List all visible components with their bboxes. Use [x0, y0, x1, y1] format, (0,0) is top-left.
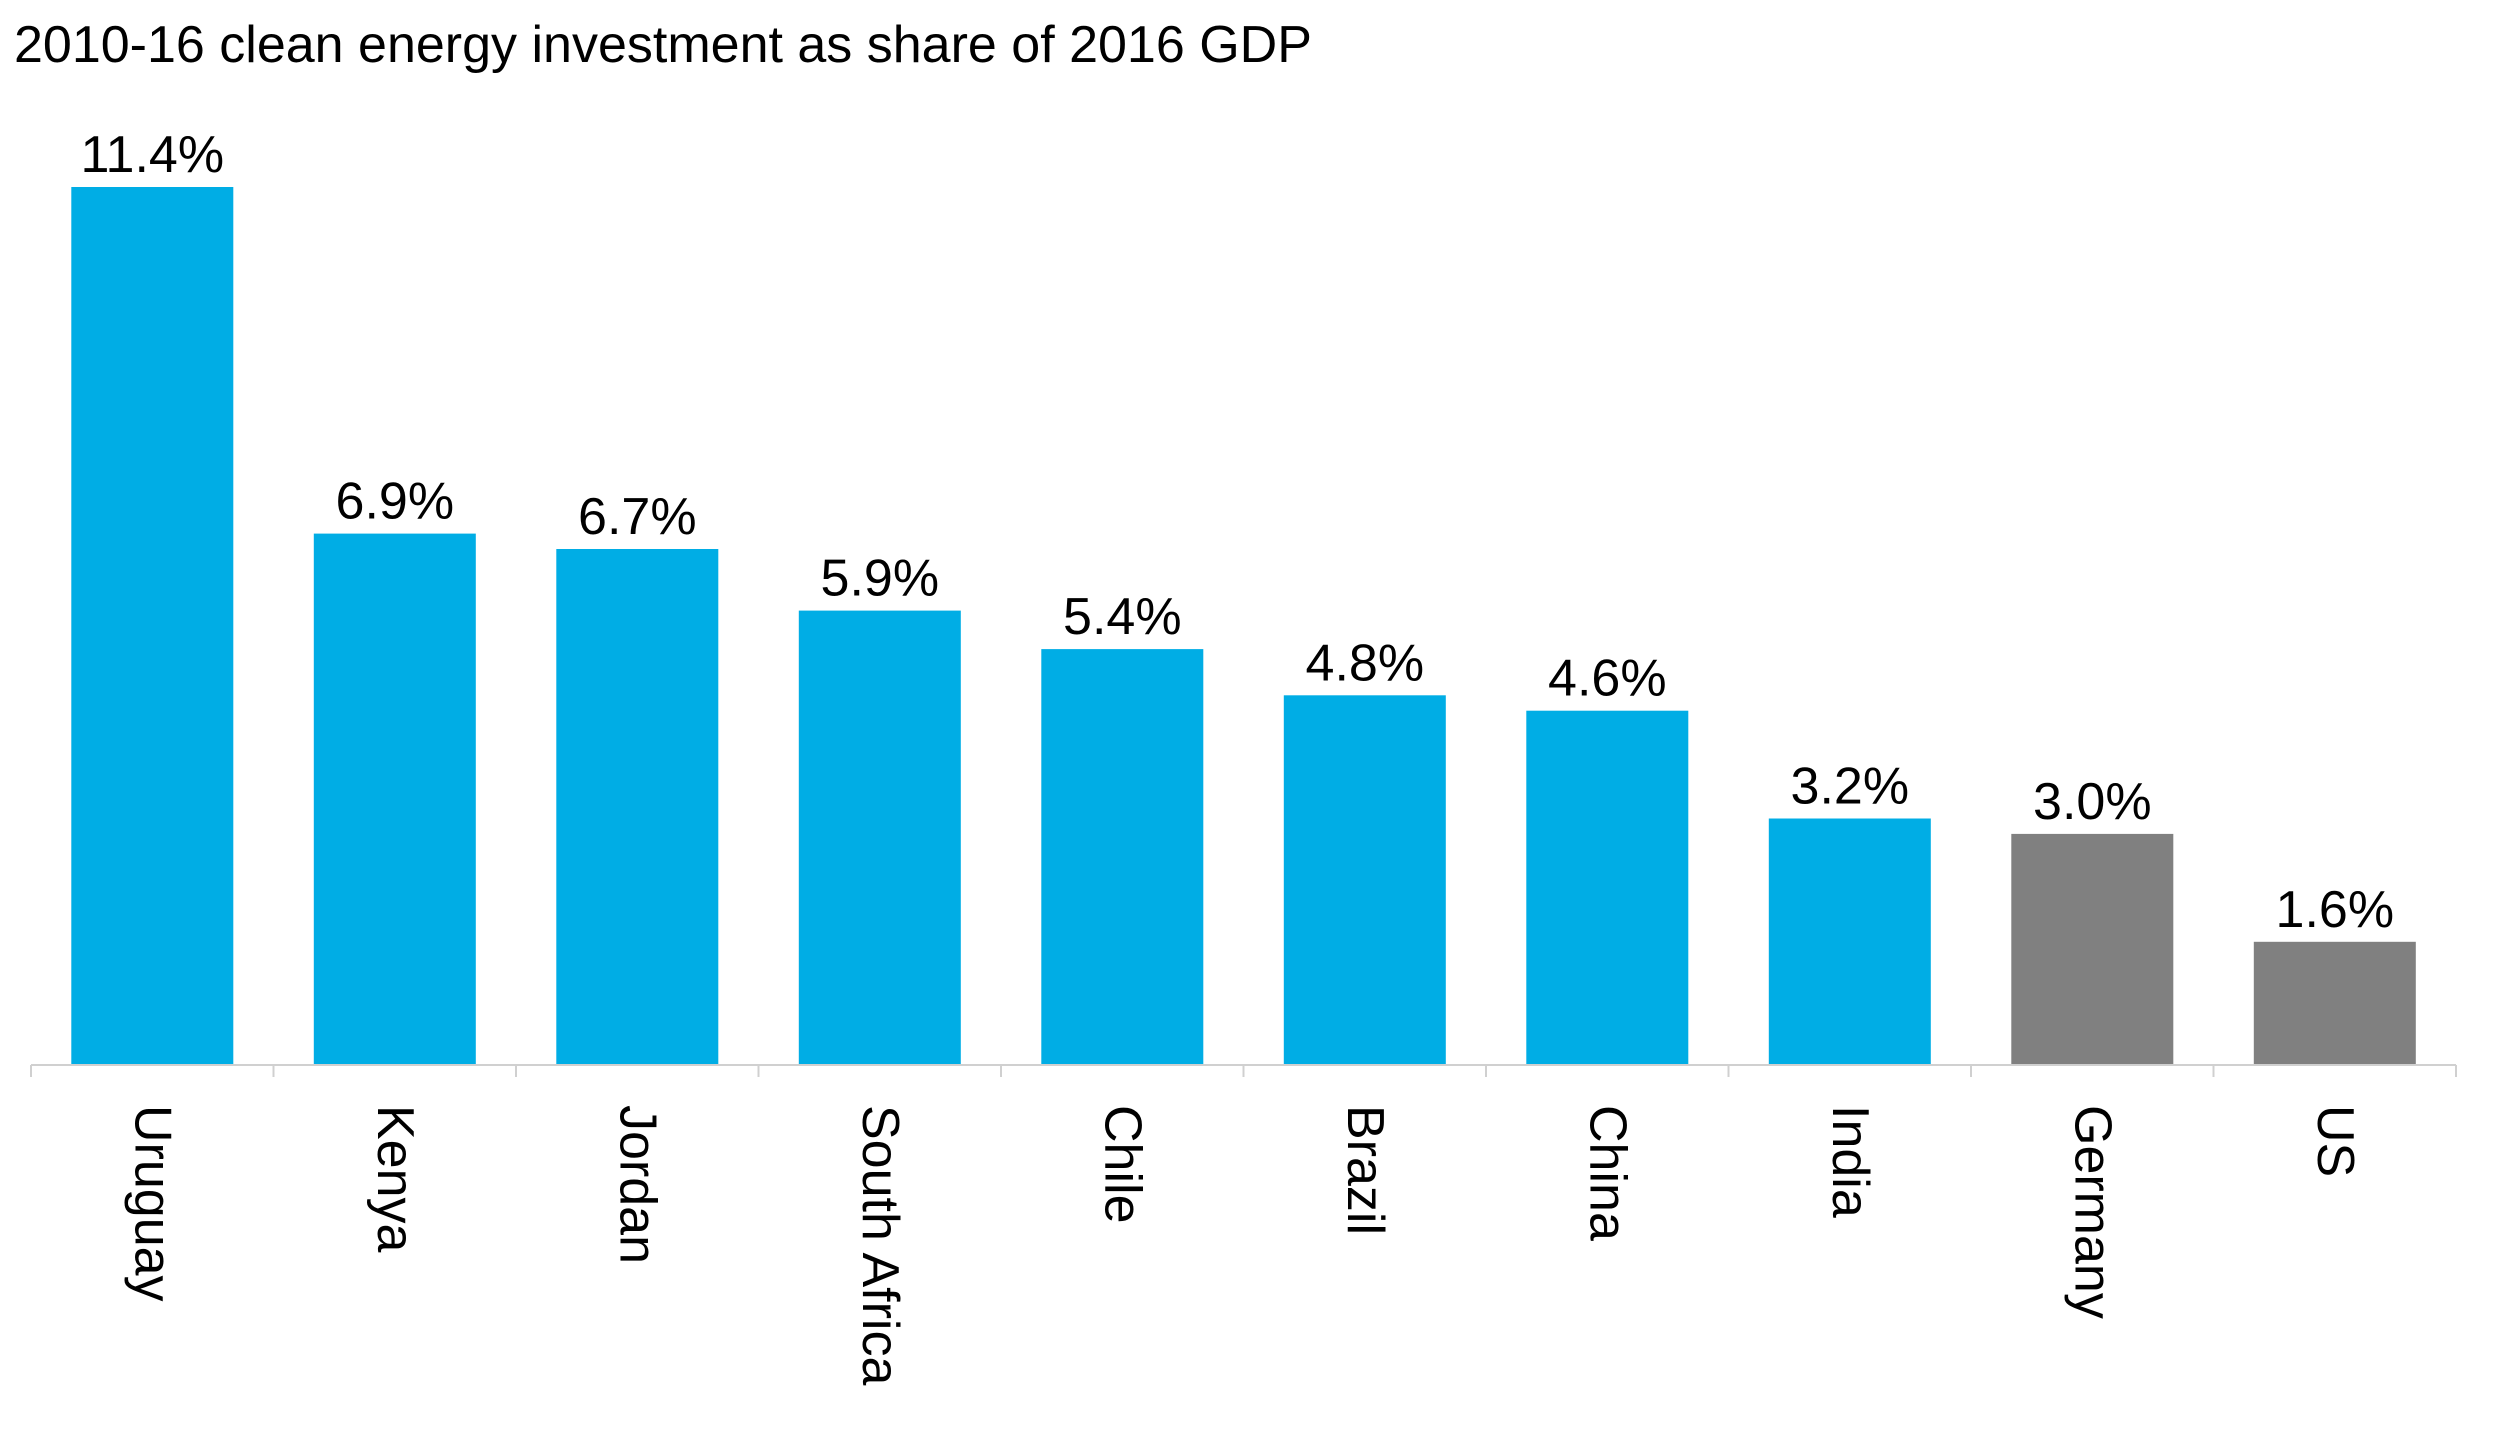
bar-germany — [2011, 833, 2174, 1065]
value-label-chile: 5.4% — [1063, 588, 1182, 646]
chart-title: 2010-16 clean energy investment as share… — [14, 16, 1312, 74]
bar-uruguay — [71, 187, 234, 1065]
bars-layer — [71, 187, 2416, 1065]
category-label-germany: Germany — [2063, 1105, 2121, 1319]
category-label-china: China — [1578, 1105, 1636, 1241]
category-label-south-africa: South Africa — [851, 1105, 909, 1385]
value-label-jordan: 6.7% — [578, 488, 697, 546]
bar-jordan — [556, 549, 719, 1065]
category-label-chile: Chile — [1093, 1105, 1151, 1224]
value-label-germany: 3.0% — [2033, 773, 2152, 831]
bar-india — [1768, 818, 1931, 1065]
category-label-brazil: Brazil — [1336, 1105, 1394, 1235]
value-label-brazil: 4.8% — [1306, 634, 1425, 692]
value-label-china: 4.6% — [1548, 650, 1667, 708]
value-label-south-africa: 5.9% — [821, 550, 940, 608]
category-label-jordan: Jordan — [608, 1105, 666, 1264]
value-labels: 11.4% 6.9% 6.7% 5.9% 5.4% 4.8% 4.6% 3.2% 3.0% 1.6… — [81, 126, 2395, 939]
value-label-us: 1.6% — [2276, 881, 2395, 939]
category-labels: Uruguay Kenya Jordan South Africa Chile Brazi… — [123, 1105, 2364, 1385]
x-axis — [30, 1064, 2457, 1077]
bar-brazil — [1283, 695, 1446, 1065]
bar-chile — [1041, 649, 1204, 1065]
value-label-india: 3.2% — [1791, 758, 1910, 816]
category-label-india: India — [1821, 1105, 1879, 1218]
category-label-kenya: Kenya — [366, 1105, 424, 1253]
category-label-uruguay: Uruguay — [123, 1105, 181, 1302]
category-label-us: US — [2306, 1105, 2364, 1177]
value-label-uruguay: 11.4% — [81, 126, 225, 184]
bar-kenya — [313, 533, 476, 1065]
bar-south-africa — [798, 610, 961, 1065]
bar-china — [1526, 710, 1689, 1065]
value-label-kenya: 6.9% — [336, 473, 455, 531]
bar-us — [2253, 941, 2416, 1065]
